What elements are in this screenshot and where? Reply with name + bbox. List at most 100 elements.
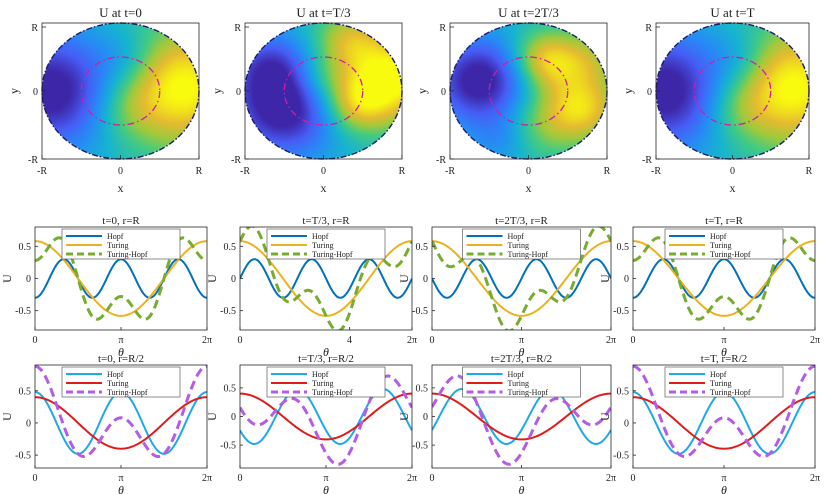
heatmap-field — [656, 23, 809, 159]
y-tick-label: R — [645, 23, 652, 34]
legend-label: Turing-Hopf — [312, 388, 353, 397]
y-tick-label: R — [234, 23, 241, 34]
y-axis-label: U — [0, 274, 14, 283]
plot-title: t=T/3, r=R — [302, 215, 350, 227]
y-tick-label: 0.5 — [224, 383, 237, 394]
heatmap-panel-4: -R 0 R R 0 -R U at t=T x y — [621, 5, 813, 195]
heatmap-title: U at t=T — [710, 5, 754, 20]
plot-title: t=T/3, r=R/2 — [298, 353, 354, 365]
y-tick-label: 0 — [624, 418, 629, 429]
x-tick-label: R — [806, 166, 813, 177]
legend-label: Hopf — [710, 232, 727, 241]
y-tick-label: 0.5 — [416, 242, 429, 253]
y-tick-label: 0 — [423, 274, 428, 285]
x-axis-label: θ — [519, 483, 525, 494]
y-tick-label: 0.5 — [416, 383, 429, 394]
y-axis-label: U — [397, 412, 411, 421]
y-tick-label: 0.5 — [19, 242, 32, 253]
heatmap-title: U at t=0 — [99, 5, 142, 20]
line-panel-lines_r_R2-4: 0 π 2π0.50-0.5t=T, r=R/2θUHopfTuringTuring… — [598, 353, 820, 494]
x-tick-label: 2π — [810, 335, 820, 346]
legend-label: Turing-Hopf — [107, 250, 148, 259]
half-radius-circle — [693, 56, 772, 126]
y-tick-label: R — [439, 23, 446, 34]
y-axis-label: U — [205, 412, 219, 421]
legend-label: Hopf — [107, 370, 124, 379]
x-tick-label: 2π — [202, 335, 212, 346]
heatmap-title: U at t=T/3 — [296, 5, 350, 20]
x-axis-label: x — [526, 181, 532, 195]
y-tick-label: -0.5 — [220, 441, 236, 452]
series-hopf-line — [35, 391, 207, 455]
line-panel-lines_r_R-2: 0 4 2π 0.5 0 -0.5 t=T/3, r=R θ U HopfTuringTuring… — [205, 215, 417, 359]
legend-label: Turing-Hopf — [508, 388, 549, 397]
x-tick-label: 2π — [606, 335, 616, 346]
series-hopf-line — [35, 258, 207, 299]
series-turing-hopf-line — [35, 365, 207, 459]
series-hopf-line — [240, 258, 412, 299]
y-tick-label: -0.5 — [15, 451, 31, 462]
series-turing-hopf-line — [432, 374, 611, 466]
legend-label: Hopf — [508, 232, 525, 241]
series-turing-hopf-line — [633, 365, 815, 459]
x-tick-label: R — [604, 166, 611, 177]
x-tick-label: π — [721, 473, 726, 484]
y-tick-label: -R — [28, 155, 38, 166]
legend-label: Hopf — [312, 370, 329, 379]
x-tick-label: 2π — [407, 473, 417, 484]
y-tick-label: -0.5 — [15, 306, 31, 317]
series-hopf-line — [633, 258, 815, 299]
x-tick-label: 2π — [810, 473, 820, 484]
x-tick-label: 0 — [631, 335, 636, 346]
x-axis-label: θ — [118, 483, 124, 494]
x-tick-label: -R — [651, 166, 661, 177]
x-tick-label: 0 — [430, 335, 435, 346]
series-hopf-line — [432, 258, 611, 299]
line-panel-lines_r_R-3: 0 π 2π 0.5 0 -0.5 t=2T/3, r=R θ U HopfTuringTurin… — [397, 215, 616, 359]
y-tick-label: R — [31, 23, 38, 34]
y-tick-label: -R — [231, 155, 241, 166]
legend-label: Turing — [107, 241, 129, 250]
series-turing-line — [432, 392, 611, 441]
x-tick-label: 4 — [347, 335, 352, 346]
legend-label: Turing — [508, 379, 530, 388]
legend-label: Turing — [710, 241, 732, 250]
legend-label: Hopf — [107, 232, 124, 241]
x-tick-label: 0 — [238, 473, 243, 484]
heatmap-panel-3: -R 0 R R 0 -R U at t=2T/3 x y — [415, 5, 611, 195]
legend-label: Hopf — [508, 370, 525, 379]
y-tick-label: -0.5 — [613, 451, 629, 462]
half-radius-circle — [283, 56, 364, 126]
x-tick-label: π — [519, 335, 524, 346]
y-axis-label: U — [0, 412, 14, 421]
legend-label: Turing — [508, 241, 530, 250]
y-tick-label: 0.5 — [617, 386, 630, 397]
series-turing-line — [35, 396, 207, 450]
x-tick-label: 2π — [202, 473, 212, 484]
heatmap-field — [450, 23, 607, 159]
series-turing-line — [633, 396, 815, 450]
legend-label: Turing — [312, 379, 334, 388]
y-tick-label: -0.5 — [412, 306, 428, 317]
legend-label: Turing — [710, 379, 732, 388]
series-turing-hopf-line — [240, 227, 412, 330]
series-hopf-line — [633, 391, 815, 455]
x-tick-label: 2π — [606, 473, 616, 484]
plot-title: t=T, r=R/2 — [701, 353, 747, 365]
y-tick-label: 0.5 — [224, 242, 237, 253]
x-axis-label: θ — [721, 483, 727, 494]
half-radius-circle — [488, 56, 569, 126]
line-panel-lines_r_R2-1: 0 π 2π0.50-0.5t=0, r=R/2θUHopfTuringTuring… — [0, 353, 212, 494]
y-axis-label: U — [598, 274, 612, 283]
y-tick-label: -R — [436, 155, 446, 166]
y-tick-label: 0.5 — [19, 386, 32, 397]
x-tick-label: R — [399, 166, 406, 177]
y-axis-label: U — [397, 274, 411, 283]
x-tick-label: 0 — [33, 335, 38, 346]
